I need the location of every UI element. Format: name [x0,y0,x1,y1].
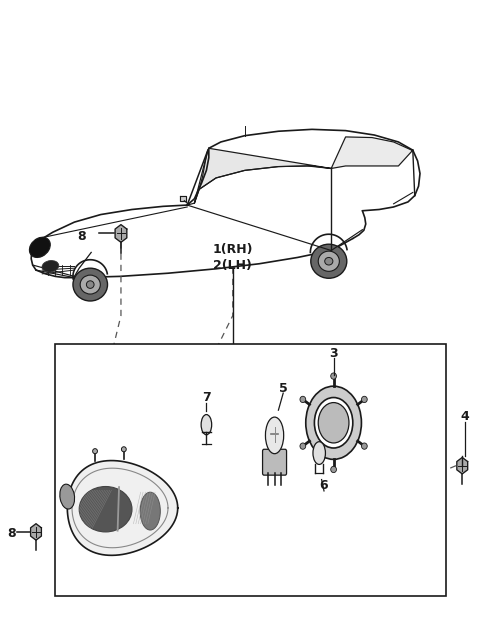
Ellipse shape [140,492,160,530]
Text: 3: 3 [329,347,338,360]
Ellipse shape [300,396,306,403]
Ellipse shape [121,447,126,452]
Text: 8: 8 [8,527,16,540]
Text: 5: 5 [279,382,288,394]
Ellipse shape [361,443,367,449]
Ellipse shape [86,281,94,288]
Ellipse shape [29,237,50,257]
Text: 1(RH): 1(RH) [213,243,253,256]
Ellipse shape [42,261,59,272]
Ellipse shape [311,244,347,278]
Polygon shape [180,196,186,201]
FancyBboxPatch shape [263,449,287,475]
FancyBboxPatch shape [55,344,446,596]
Polygon shape [194,148,331,203]
Polygon shape [457,457,468,474]
Text: 4: 4 [460,410,469,423]
Circle shape [318,403,349,443]
Text: 8: 8 [77,230,86,243]
Ellipse shape [331,373,336,379]
Ellipse shape [331,466,336,473]
Ellipse shape [79,487,132,532]
Ellipse shape [201,415,212,435]
Polygon shape [115,225,127,242]
Polygon shape [67,461,178,555]
Ellipse shape [93,449,97,454]
Text: 2(LH): 2(LH) [214,259,252,271]
Ellipse shape [265,417,284,454]
Polygon shape [331,137,413,168]
Ellipse shape [325,257,333,265]
Ellipse shape [313,442,325,464]
Polygon shape [31,524,41,540]
Text: 6: 6 [320,480,328,492]
Ellipse shape [318,251,339,271]
Ellipse shape [60,484,74,509]
Ellipse shape [361,396,367,403]
Ellipse shape [73,268,108,301]
Ellipse shape [80,275,100,294]
Text: 7: 7 [202,391,211,404]
Ellipse shape [300,443,306,449]
